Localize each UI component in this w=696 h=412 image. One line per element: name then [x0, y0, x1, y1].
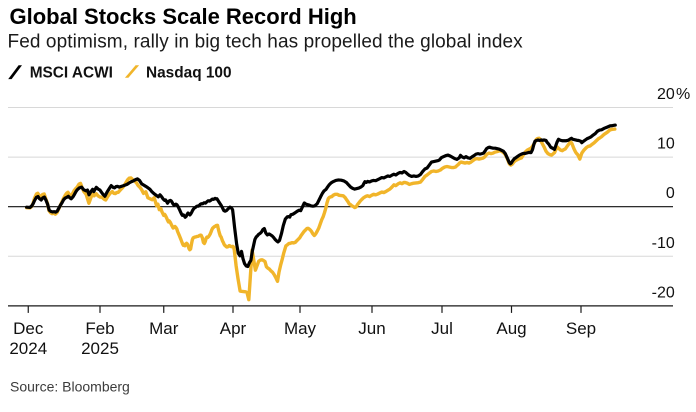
svg-text:Nasdaq 100: Nasdaq 100 — [146, 64, 232, 81]
svg-text:10: 10 — [657, 136, 675, 153]
svg-text:2024: 2024 — [9, 339, 47, 358]
svg-text:Global Stocks Scale Record Hig: Global Stocks Scale Record High — [10, 4, 357, 29]
svg-text:Sep: Sep — [566, 319, 596, 338]
svg-text:Aug: Aug — [496, 319, 526, 338]
svg-text:Fed optimism, rally in big tec: Fed optimism, rally in big tech has prop… — [8, 32, 524, 53]
svg-text:-20: -20 — [652, 284, 675, 301]
svg-text:Dec: Dec — [13, 319, 44, 338]
svg-text:Feb: Feb — [85, 319, 114, 338]
svg-text:Mar: Mar — [149, 319, 179, 338]
svg-text:Apr: Apr — [220, 319, 247, 338]
svg-text:%: % — [676, 86, 690, 103]
svg-text:May: May — [284, 319, 317, 338]
svg-text:-10: -10 — [652, 235, 675, 252]
svg-text:2025: 2025 — [81, 339, 119, 358]
svg-text:0: 0 — [666, 185, 675, 202]
svg-text:Source: Bloomberg: Source: Bloomberg — [10, 379, 130, 395]
svg-text:Jun: Jun — [358, 319, 385, 338]
svg-text:MSCI ACWI: MSCI ACWI — [30, 64, 113, 81]
svg-text:20: 20 — [657, 86, 675, 103]
svg-text:Jul: Jul — [431, 319, 453, 338]
